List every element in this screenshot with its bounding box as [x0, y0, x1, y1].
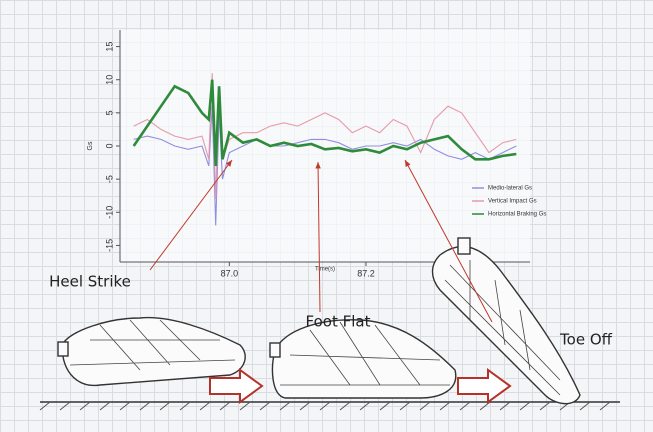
series-line [133, 73, 517, 200]
x-tick-label: 87.2 [357, 268, 375, 278]
y-axis-label: Gs [87, 141, 94, 150]
y-tick-label: -5 [104, 175, 114, 183]
annotation-arrowhead [315, 162, 321, 169]
y-tick-label: 0 [104, 143, 114, 148]
annotation-arrowhead [225, 160, 232, 167]
ground-hatch [39, 401, 611, 411]
shoe-heel-strike [57, 316, 246, 387]
shoe-toe-off [431, 237, 581, 405]
x-tick-label: 87.0 [221, 268, 239, 278]
legend-label: Vertical Impact Gs [488, 199, 537, 205]
series-line [133, 106, 517, 226]
annotation-arrowhead [405, 160, 411, 167]
annotation-arrow [149, 159, 233, 271]
legend-label: Medio-lateral Gs [488, 186, 532, 192]
step-arrow [457, 368, 512, 404]
annotation: Heel Strike [49, 273, 131, 291]
y-tick-label: -15 [104, 239, 114, 252]
step-arrow [209, 368, 264, 404]
y-tick-label: 5 [104, 110, 114, 115]
legend-label: Horizontal Braking Gs [488, 212, 546, 218]
annotation-arrow [317, 161, 321, 313]
x-axis-label: Time(s) [315, 267, 335, 273]
series-line [132, 79, 517, 166]
plot-area [120, 30, 530, 262]
y-tick-label: 10 [104, 75, 114, 85]
y-tick-label: -10 [104, 206, 114, 219]
shoe-foot-flat [269, 319, 457, 399]
y-tick-label: 15 [104, 42, 114, 52]
annotation-arrow [404, 159, 493, 323]
annotation: Toe Off [559, 331, 613, 349]
annotation: Foot Flat [306, 313, 371, 331]
